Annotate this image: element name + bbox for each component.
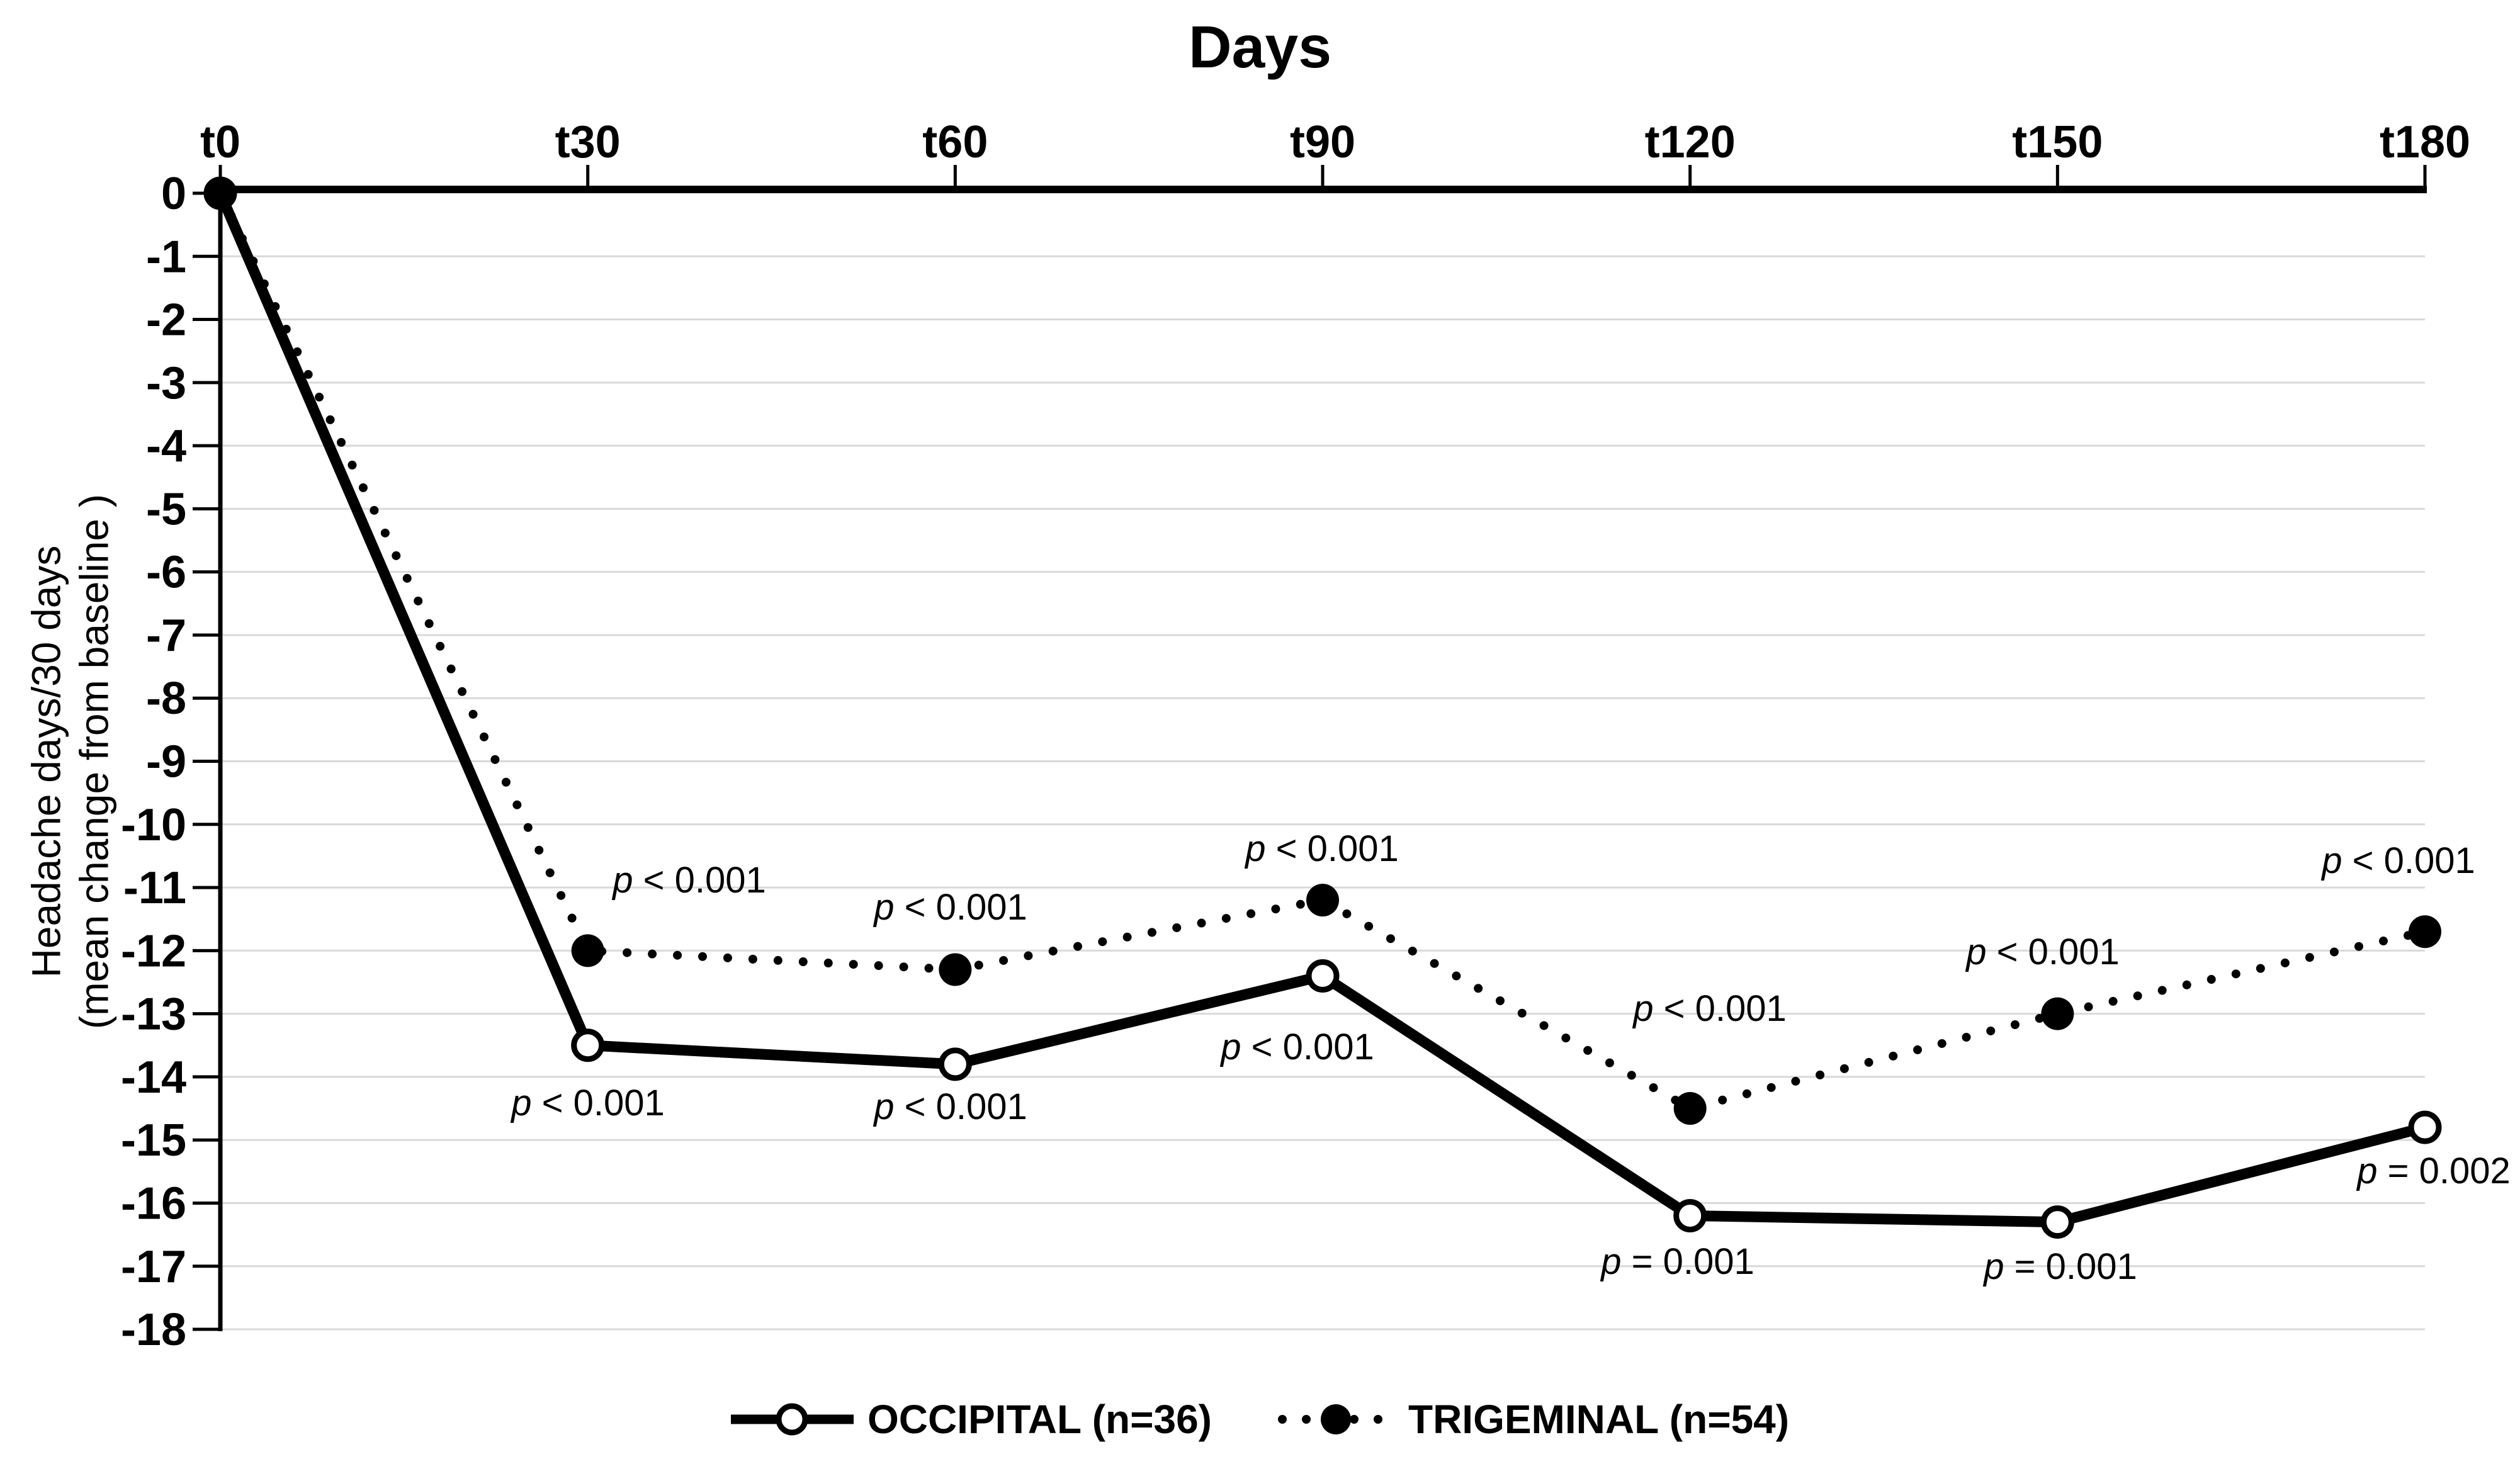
p-value-annotation-occipital: p = 0.001 xyxy=(1600,1241,1754,1282)
y-tick-label: -1 xyxy=(146,232,186,282)
p-value-annotation-occipital: p < 0.001 xyxy=(510,1083,665,1123)
p-value-annotation-trigeminal: p < 0.001 xyxy=(873,887,1027,928)
x-tick-label: t120 xyxy=(1645,117,1736,167)
legend-item-trigeminal: TRIGEMINAL (n=54) xyxy=(1277,1396,1790,1443)
legend-item-occipital: OCCIPITAL (n=36) xyxy=(730,1396,1212,1443)
x-tick-label: t90 xyxy=(1290,117,1355,167)
p-value-annotation-occipital: p < 0.001 xyxy=(873,1086,1027,1127)
chart-title: Days xyxy=(1188,14,1332,81)
trigeminal-marker xyxy=(1306,884,1340,917)
trigeminal-marker xyxy=(2041,997,2074,1030)
occipital-swatch-icon xyxy=(730,1403,854,1436)
open-circle-marker-icon xyxy=(776,1403,808,1436)
x-tick-label: t150 xyxy=(2012,117,2103,167)
x-tick-label: t0 xyxy=(200,117,240,167)
y-tick-label: -12 xyxy=(121,926,186,976)
p-value-annotation-occipital: p = 0.002 xyxy=(2356,1151,2511,1191)
p-value-annotation-occipital: p < 0.001 xyxy=(1219,1027,1374,1067)
occipital-line xyxy=(215,191,2427,1228)
x-tick-label: t30 xyxy=(555,117,621,167)
y-tick-label: -14 xyxy=(121,1052,186,1103)
trigeminal-swatch-icon xyxy=(1277,1404,1394,1434)
trigeminal-marker xyxy=(939,953,972,986)
y-tick-label: -15 xyxy=(121,1115,186,1166)
y-tick-label: -3 xyxy=(146,358,186,408)
p-value-annotation-trigeminal: p < 0.001 xyxy=(2320,840,2475,881)
trigeminal-marker xyxy=(2409,915,2442,949)
y-tick-label: -9 xyxy=(146,737,186,787)
occipital-marker xyxy=(2408,1110,2442,1144)
x-tick-label: t60 xyxy=(922,117,988,167)
legend-label-occipital: OCCIPITAL (n=36) xyxy=(867,1397,1212,1442)
legend: OCCIPITAL (n=36) TRIGEMINAL (n=54) xyxy=(0,1396,2520,1443)
p-value-annotation-trigeminal: p < 0.001 xyxy=(1632,988,1787,1029)
y-tick-label: -4 xyxy=(146,421,186,471)
legend-label-trigeminal: TRIGEMINAL (n=54) xyxy=(1408,1397,1790,1442)
occipital-marker xyxy=(571,1028,605,1062)
y-tick-label: -11 xyxy=(123,863,186,913)
y-tick-label: 0 xyxy=(161,169,186,219)
y-tick-label: -16 xyxy=(121,1178,186,1229)
x-tick-label: t180 xyxy=(2380,117,2470,167)
trigeminal-marker xyxy=(571,934,604,967)
p-value-annotation-trigeminal: p < 0.001 xyxy=(1965,932,2120,972)
y-tick-label: -17 xyxy=(121,1242,186,1292)
trigeminal-marker xyxy=(204,177,237,210)
y-tick-label: -10 xyxy=(121,800,186,850)
y-tick-label: -8 xyxy=(146,673,186,724)
y-tick-label: -13 xyxy=(121,989,186,1040)
p-value-annotation-trigeminal: p < 0.001 xyxy=(1244,828,1399,869)
y-tick-label: -18 xyxy=(121,1305,186,1355)
occipital-marker xyxy=(1306,959,1340,993)
occipital-marker xyxy=(2040,1205,2074,1239)
y-tick-label: -5 xyxy=(146,484,186,534)
trigeminal-marker xyxy=(1673,1092,1707,1125)
y-tick-label: -2 xyxy=(146,295,186,346)
p-value-annotation-trigeminal: p < 0.001 xyxy=(611,860,766,901)
y-tick-label: -6 xyxy=(146,548,186,598)
y-tick-label: -7 xyxy=(146,611,186,661)
occipital-marker xyxy=(938,1047,972,1081)
filled-circle-marker-icon xyxy=(1320,1404,1351,1434)
p-value-annotation-occipital: p = 0.001 xyxy=(1982,1246,2137,1287)
occipital-marker xyxy=(1673,1199,1707,1233)
